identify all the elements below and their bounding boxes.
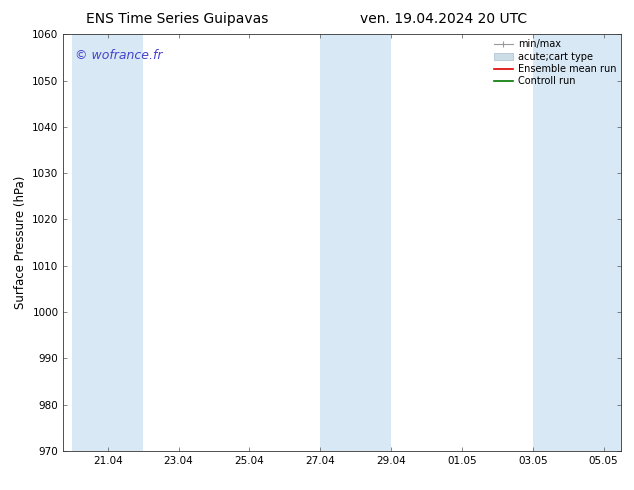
Bar <box>72 34 143 451</box>
Legend: min/max, acute;cart type, Ensemble mean run, Controll run: min/max, acute;cart type, Ensemble mean … <box>492 37 618 88</box>
Text: © wofrance.fr: © wofrance.fr <box>75 49 162 62</box>
Bar <box>320 34 391 451</box>
Text: ven. 19.04.2024 20 UTC: ven. 19.04.2024 20 UTC <box>360 12 527 26</box>
Y-axis label: Surface Pressure (hPa): Surface Pressure (hPa) <box>14 176 27 309</box>
Bar <box>533 34 621 451</box>
Text: ENS Time Series Guipavas: ENS Time Series Guipavas <box>86 12 269 26</box>
